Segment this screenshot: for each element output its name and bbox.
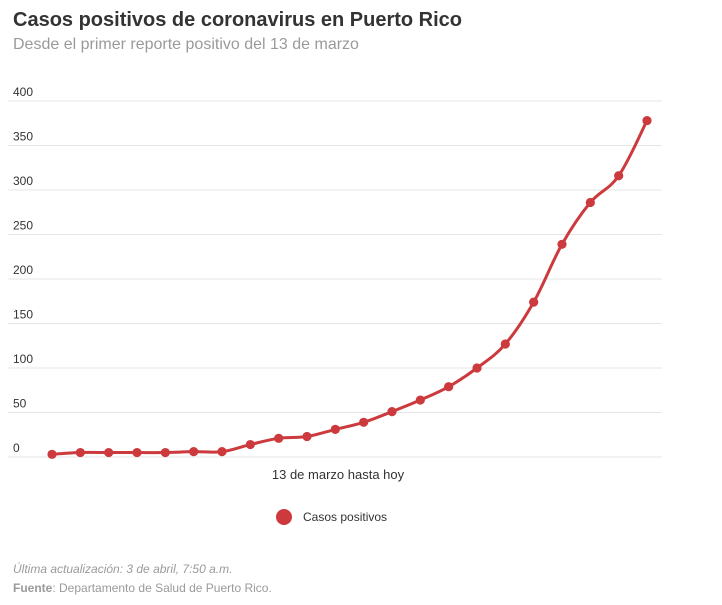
y-tick-label-0: 0 (13, 441, 20, 455)
legend-label: Casos positivos (303, 510, 388, 524)
source-label: Fuente (13, 581, 53, 595)
data-point-14 (415, 395, 425, 405)
source-text: : Departamento de Salud de Puerto Rico. (52, 581, 272, 595)
data-point-1 (47, 449, 57, 459)
series-line-layer (50, 119, 649, 456)
y-tick-label-150: 150 (13, 308, 33, 322)
data-point-19 (557, 239, 567, 249)
legend-swatch (276, 509, 292, 525)
x-axis-label: 13 de marzo hasta hoy (272, 467, 405, 482)
data-point-2 (75, 447, 85, 458)
y-tick-label-350: 350 (13, 130, 33, 144)
data-point-22 (642, 115, 652, 126)
y-tick-label-50: 50 (13, 397, 27, 411)
data-point-16 (472, 363, 482, 373)
last-updated-note: Última actualización: 3 de abril, 7:50 a… (13, 562, 233, 576)
data-point-10 (302, 431, 312, 442)
data-point-13 (387, 407, 397, 417)
line-chart: 0 50 100 150 200 250 300 350 400 13 de marzo has… (8, 85, 662, 482)
data-point-18 (529, 297, 539, 307)
data-point-5 (160, 447, 170, 458)
data-point-15 (444, 382, 454, 392)
data-point-11 (330, 424, 340, 435)
chart-subtitle: Desde el primer reporte positivo del 13 … (13, 36, 359, 53)
data-point-3 (104, 447, 114, 458)
data-point-4 (132, 447, 142, 458)
chart-title: Casos positivos de coronavirus en Puerto… (13, 9, 463, 31)
data-point-7 (217, 447, 227, 457)
source-note: Fuente: Departamento de Salud de Puerto … (13, 581, 272, 595)
data-point-21 (614, 171, 624, 181)
grid-lines (8, 100, 662, 458)
y-axis-ticks: 0 50 100 150 200 250 300 350 400 (13, 85, 33, 455)
y-tick-label-250: 250 (13, 219, 33, 233)
data-point-20 (585, 197, 595, 208)
legend: Casos positivos (276, 509, 387, 525)
data-point-6 (189, 447, 199, 457)
data-point-12 (359, 417, 369, 427)
y-tick-label-200: 200 (13, 263, 33, 277)
y-tick-label-100: 100 (13, 352, 33, 366)
data-point-8 (245, 439, 255, 450)
y-tick-label-300: 300 (13, 174, 33, 188)
data-point-17 (500, 339, 510, 349)
data-point-9 (274, 433, 284, 443)
series-points (47, 115, 652, 459)
series-line-0 (50, 119, 649, 456)
y-tick-label-400: 400 (13, 85, 33, 99)
